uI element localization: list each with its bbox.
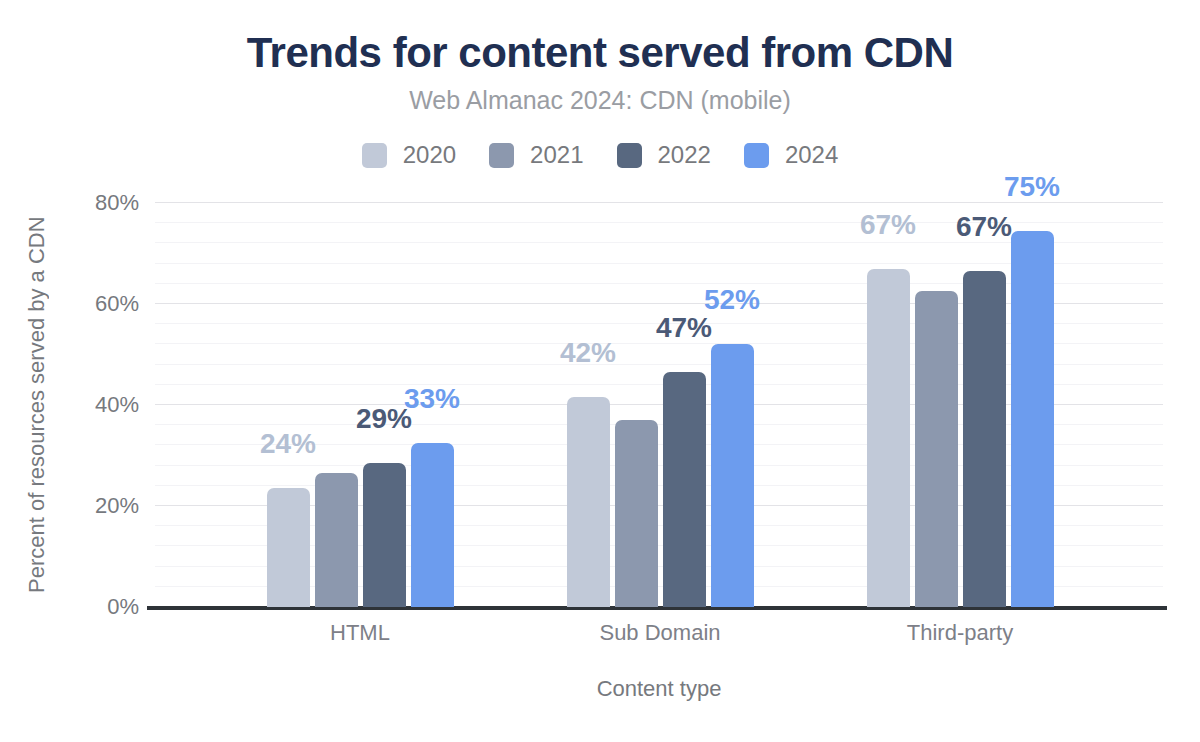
bar-value-label: 47%: [656, 314, 712, 342]
legend-swatch-2021: [489, 143, 514, 168]
bar-2020-third-party[interactable]: 67%: [867, 269, 910, 607]
chart-legend: 2020 2021 2022 2024: [0, 141, 1200, 169]
bar-value-label: 67%: [860, 211, 916, 239]
category-label-third-party: Third-party: [850, 620, 1070, 646]
y-tick-label: 0%: [63, 595, 139, 619]
bar-value-label: 52%: [704, 286, 760, 314]
bar-value-label: 75%: [1004, 173, 1060, 201]
bar-2022-third-party[interactable]: 67%: [963, 271, 1006, 607]
y-axis-title: Percent of resources served by a CDN: [24, 203, 60, 607]
chart-title: Trends for content served from CDN: [0, 30, 1200, 76]
y-tick-label: 60%: [63, 292, 139, 316]
bar-value-label: 33%: [404, 385, 460, 413]
bar-2020-sub-domain[interactable]: 42%: [567, 397, 610, 607]
legend-swatch-2020: [362, 143, 387, 168]
legend-swatch-2024: [744, 143, 769, 168]
bar-2021-third-party[interactable]: [915, 291, 958, 607]
plot-area: 0%20%40%60%80%24%29%33%HTML42%47%52%Sub …: [155, 203, 1163, 607]
bar-value-label: 24%: [260, 430, 316, 458]
legend-label-2021: 2021: [530, 141, 583, 169]
major-gridline: [155, 202, 1163, 203]
bar-group-sub-domain: 42% 47%52%: [567, 344, 754, 607]
cdn-trends-chart: Trends for content served from CDN Web A…: [0, 0, 1200, 742]
legend-item-2022: 2022: [617, 141, 711, 169]
bar-2024-sub-domain[interactable]: 52%: [711, 344, 754, 607]
bar-2022-sub-domain[interactable]: 47%: [663, 372, 706, 607]
legend-swatch-2022: [617, 143, 642, 168]
category-label-html: HTML: [250, 620, 470, 646]
bar-2021-html[interactable]: [315, 473, 358, 607]
bar-2024-html[interactable]: 33%: [411, 443, 454, 607]
bar-value-label: 67%: [956, 213, 1012, 241]
legend-item-2024: 2024: [744, 141, 838, 169]
bar-2020-html[interactable]: 24%: [267, 488, 310, 607]
y-tick-label: 20%: [63, 494, 139, 518]
category-label-sub-domain: Sub Domain: [550, 620, 770, 646]
bar-value-label: 42%: [560, 339, 616, 367]
y-tick-label: 40%: [63, 393, 139, 417]
legend-label-2020: 2020: [403, 141, 456, 169]
bar-group-html: 24% 29%33%: [267, 443, 454, 607]
bar-2021-sub-domain[interactable]: [615, 420, 658, 607]
legend-label-2024: 2024: [785, 141, 838, 169]
legend-item-2021: 2021: [489, 141, 583, 169]
legend-item-2020: 2020: [362, 141, 456, 169]
y-tick-label: 80%: [63, 191, 139, 215]
bar-2024-third-party[interactable]: 75%: [1011, 231, 1054, 607]
bar-2022-html[interactable]: 29%: [363, 463, 406, 607]
legend-label-2022: 2022: [658, 141, 711, 169]
bar-group-third-party: 67%67%75%: [867, 231, 1054, 607]
x-axis-title: Content type: [155, 676, 1163, 702]
chart-subtitle: Web Almanac 2024: CDN (mobile): [0, 86, 1200, 115]
